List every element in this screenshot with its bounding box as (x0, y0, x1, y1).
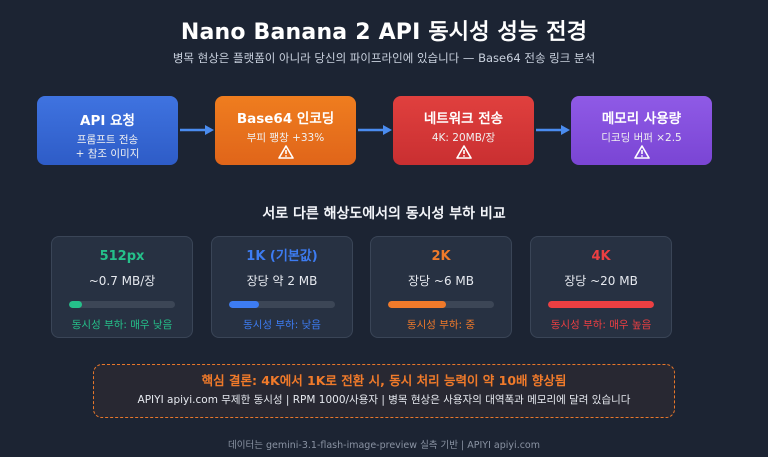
section-title: 서로 다른 해상도에서의 동시성 부하 비교 (262, 206, 506, 222)
load-bar-fill (388, 301, 447, 308)
load-bar (388, 301, 494, 308)
load-label: 동시성 부하: 매우 높음 (550, 319, 652, 331)
arrow-right-icon (536, 125, 570, 135)
resolution-name: 512px (99, 249, 145, 264)
resolution-size: ~0.7 MB/장 (88, 274, 156, 288)
load-label: 동시성 부하: 낮음 (243, 319, 321, 331)
resolution-card-512px: 512px ~0.7 MB/장 동시성 부하: 매우 낮음 (51, 236, 193, 338)
resolution-card-2k: 2K 장당 ~6 MB 동시성 부하: 중 (370, 236, 512, 338)
resolution-name: 1K (기본값) (246, 249, 318, 264)
load-bar (69, 301, 175, 308)
load-bar (548, 301, 654, 308)
stage-title: 메모리 사용량 (601, 111, 682, 127)
warning-triangle-icon (393, 145, 534, 162)
load-label: 동시성 부하: 매우 낮음 (71, 319, 173, 331)
resolution-card-1k: 1K (기본값) 장당 약 2 MB 동시성 부하: 낮음 (211, 236, 353, 338)
stage-detail: 프롬프트 전송 + 참조 이미지 (37, 133, 178, 161)
stage-detail-line: 부피 팽창 +33% (246, 132, 325, 144)
conclusion-body: APIYI apiyi.com 무제한 동시성 | RPM 1000/사용자 |… (137, 394, 631, 406)
arrow-right-icon (358, 125, 392, 135)
stage-detail-line: + 참조 이미지 (75, 148, 140, 160)
load-bar (229, 301, 335, 308)
resolution-size: 장당 ~20 MB (564, 274, 638, 288)
load-bar-fill (548, 301, 654, 308)
pipeline-stage-memory-usage: 메모리 사용량 디코딩 버퍼 ×2.5 (571, 96, 712, 165)
warning-triangle-icon (571, 145, 712, 162)
resolution-size: 장당 약 2 MB (246, 274, 318, 288)
page-title: Nano Banana 2 API 동시성 성능 전경 (180, 20, 588, 45)
conclusion-headline: 핵심 결론: 4K에서 1K로 전환 시, 동시 처리 능력이 약 10배 향상… (201, 373, 567, 388)
stage-title: 네트워크 전송 (423, 111, 504, 127)
conclusion-box: 핵심 결론: 4K에서 1K로 전환 시, 동시 처리 능력이 약 10배 향상… (93, 364, 675, 418)
pipeline-stage-api-request: API 요청 프롬프트 전송 + 참조 이미지 (37, 96, 178, 165)
footer-note: 데이터는 gemini-3.1-flash-image-preview 실측 기… (228, 440, 540, 451)
load-bar-fill (229, 301, 259, 308)
page-subtitle: 병목 현상은 플랫폼이 아니라 당신의 파이프라인에 있습니다 — Base64… (172, 51, 596, 65)
load-bar-fill (69, 301, 82, 308)
stage-title: API 요청 (80, 113, 135, 129)
pipeline-stage-base64-encoding: Base64 인코딩 부피 팽창 +33% (215, 96, 356, 165)
stage-detail-line: 디코딩 버퍼 ×2.5 (601, 132, 682, 144)
warning-triangle-icon (215, 145, 356, 162)
resolution-card-4k: 4K 장당 ~20 MB 동시성 부하: 매우 높음 (530, 236, 672, 338)
stage-title: Base64 인코딩 (236, 111, 335, 127)
stage-detail-line: 프롬프트 전송 (76, 134, 139, 146)
stage-detail-line: 4K: 20MB/장 (431, 132, 496, 144)
resolution-size: 장당 ~6 MB (408, 274, 474, 288)
load-label: 동시성 부하: 중 (406, 319, 476, 331)
arrow-right-icon (180, 125, 214, 135)
pipeline-stage-network-transfer: 네트워크 전송 4K: 20MB/장 (393, 96, 534, 165)
resolution-name: 4K (591, 249, 611, 264)
resolution-name: 2K (431, 249, 451, 264)
